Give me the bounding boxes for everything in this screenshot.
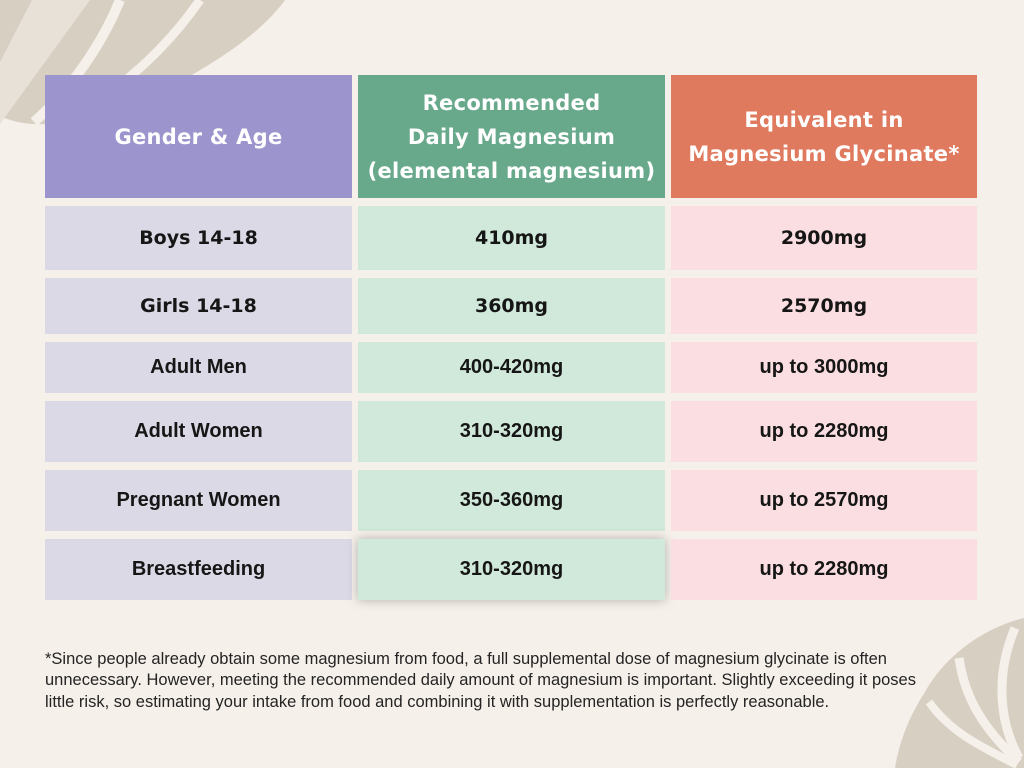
cell-breastfeeding-magnesium: 310-320mg [358,539,665,600]
footnote-text: *Since people already obtain some magnes… [45,649,916,711]
cell-breastfeeding-glycinate: up to 2280mg [671,539,977,600]
header-line: Recommended [422,90,601,115]
cell-pregnant-label: Pregnant Women [45,470,352,531]
cell-pregnant-glycinate: up to 2570mg [671,470,977,531]
header-line: Equivalent in [744,107,904,132]
cell-girls-label: Girls 14-18 [45,278,352,334]
header-line: Gender & Age [114,124,283,149]
cell-adult-women-magnesium: 310-320mg [358,401,665,462]
header-line: (elemental magnesium) [367,158,656,183]
cell-adult-men-label: Adult Men [45,342,352,393]
cell-girls-magnesium: 360mg [358,278,665,334]
header-cell-gender-age: Gender & Age [45,75,352,198]
cell-pregnant-magnesium: 350-360mg [358,470,665,531]
magnesium-dosage-table: Gender & Age Recommended Daily Magnesium… [45,75,978,600]
cell-breastfeeding-label: Breastfeeding [45,539,352,600]
header-cell-daily-magnesium: Recommended Daily Magnesium (elemental m… [358,75,665,198]
header-line: Magnesium Glycinate* [688,141,960,166]
header-cell-glycinate-equivalent: Equivalent in Magnesium Glycinate* [671,75,977,198]
cell-boys-label: Boys 14-18 [45,206,352,270]
cell-girls-glycinate: 2570mg [671,278,977,334]
cell-boys-glycinate: 2900mg [671,206,977,270]
cell-boys-magnesium: 410mg [358,206,665,270]
cell-adult-women-glycinate: up to 2280mg [671,401,977,462]
cell-adult-men-magnesium: 400-420mg [358,342,665,393]
header-line: Daily Magnesium [407,124,616,149]
cell-adult-men-glycinate: up to 3000mg [671,342,977,393]
cell-adult-women-label: Adult Women [45,401,352,462]
